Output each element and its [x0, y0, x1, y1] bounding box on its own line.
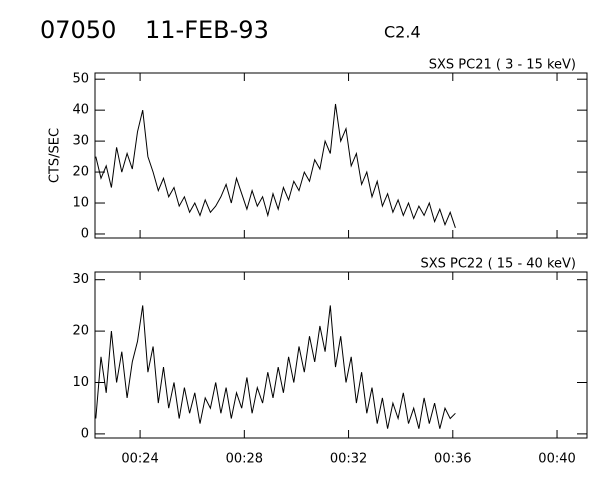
y-tick-label: 40 — [72, 103, 89, 118]
x-tick-label: 00:32 — [330, 452, 367, 467]
plot-frame — [94, 271, 588, 439]
data-line — [95, 103, 456, 228]
y-tick-label: 20 — [72, 324, 89, 339]
flare-class: C2.4 — [384, 23, 421, 42]
panel-title: SXS PC22 ( 15 - 40 keV) — [420, 257, 576, 272]
y-tick-label: 0 — [81, 426, 89, 441]
x-tick-label: 00:28 — [226, 452, 263, 467]
plot-frame — [94, 72, 588, 239]
data-line — [95, 305, 456, 429]
y-tick-label: 0 — [81, 226, 89, 241]
x-tick-label: 00:40 — [538, 452, 575, 467]
y-tick-label: 30 — [72, 134, 89, 149]
y-tick-label: 30 — [72, 272, 89, 287]
event-id: 07050 — [40, 16, 116, 44]
panel-title: SXS PC21 ( 3 - 15 keV) — [429, 58, 576, 73]
y-tick-label: 10 — [72, 375, 89, 390]
y-tick-label: 20 — [72, 165, 89, 180]
event-date: 11-FEB-93 — [145, 16, 269, 44]
x-tick-label: 00:36 — [434, 452, 471, 467]
y-tick-label: 10 — [72, 196, 89, 211]
y-axis-label: CTS/SEC — [48, 128, 63, 183]
y-tick-label: 50 — [72, 72, 89, 87]
x-tick-label: 00:24 — [121, 452, 158, 467]
